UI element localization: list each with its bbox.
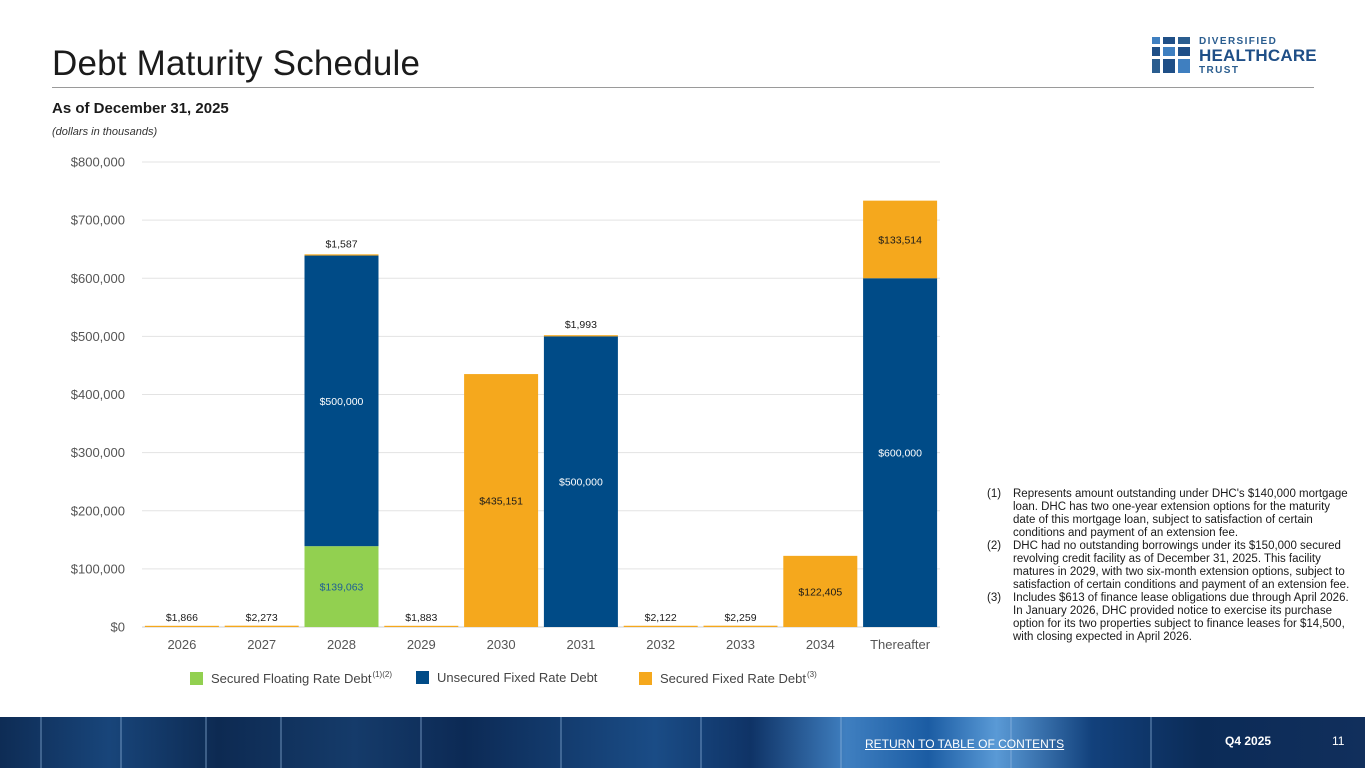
y-tick-label: $500,000 bbox=[71, 329, 125, 344]
footer-bar: RETURN TO TABLE OF CONTENTS Q4 2025 11 bbox=[0, 717, 1365, 768]
bar-secured-floating bbox=[304, 546, 379, 627]
logo-text-diversified: DIVERSIFIED bbox=[1199, 36, 1278, 47]
bar-data-label: $1,883 bbox=[405, 612, 437, 624]
x-tick-label: 2032 bbox=[646, 637, 675, 652]
x-tick-label: 2031 bbox=[566, 637, 595, 652]
bar-data-label: $435,151 bbox=[479, 496, 523, 508]
bar-unsecured-fixed bbox=[543, 336, 618, 627]
x-tick-label: 2026 bbox=[167, 637, 196, 652]
footer-decor-stripe bbox=[700, 717, 702, 768]
legend-label-secured-fixed: Secured Fixed Rate Debt bbox=[660, 671, 806, 686]
bar-secured-fixed bbox=[464, 374, 539, 627]
footnote-number: (2) bbox=[987, 540, 1002, 552]
bar-secured-fixed bbox=[224, 625, 299, 627]
footer-decor-stripe bbox=[40, 717, 42, 768]
footnote-2: (2) DHC had no outstanding borrowings un… bbox=[987, 540, 1353, 592]
bar-unsecured-fixed bbox=[863, 278, 938, 627]
bar-secured-fixed bbox=[783, 555, 858, 627]
quarter-label: Q4 2025 bbox=[1225, 734, 1272, 748]
footer-decor-stripe bbox=[280, 717, 282, 768]
bar-data-label: $1,587 bbox=[325, 238, 357, 250]
footnote-text: DHC had no outstanding borrowings under … bbox=[1013, 540, 1350, 591]
bar-unsecured-fixed bbox=[304, 255, 379, 547]
footer-decor-stripe bbox=[205, 717, 207, 768]
bar-data-label: $133,514 bbox=[878, 235, 922, 247]
bar-data-label: $1,866 bbox=[166, 612, 198, 624]
x-tick-label: 2027 bbox=[247, 637, 276, 652]
legend-label-unsecured-fixed: Unsecured Fixed Rate Debt bbox=[437, 670, 598, 685]
x-tick-label: Thereafter bbox=[870, 637, 931, 652]
footnote-number: (3) bbox=[987, 592, 1002, 604]
legend-swatch-secured-fixed bbox=[639, 672, 652, 685]
bar-data-label: $139,063 bbox=[320, 582, 364, 594]
x-tick-label: 2034 bbox=[806, 637, 835, 652]
bar-data-label: $600,000 bbox=[878, 448, 922, 460]
bar-secured-fixed bbox=[384, 625, 459, 627]
return-to-toc-link[interactable]: RETURN TO TABLE OF CONTENTS bbox=[865, 737, 1065, 751]
bar-data-label: $500,000 bbox=[559, 477, 603, 489]
y-tick-label: $0 bbox=[111, 620, 125, 635]
y-tick-label: $600,000 bbox=[71, 271, 125, 286]
legend-note-ref-secured-fixed: (3) bbox=[806, 670, 817, 679]
footnote-text: Represents amount outstanding under DHC'… bbox=[1013, 488, 1348, 539]
footer-decor-stripe bbox=[560, 717, 562, 768]
footnotes: (1) Represents amount outstanding under … bbox=[987, 488, 1353, 644]
x-tick-label: 2028 bbox=[327, 637, 356, 652]
legend-label-secured-floating: Secured Floating Rate Debt bbox=[211, 671, 372, 686]
bar-secured-fixed bbox=[623, 625, 698, 627]
bar-data-label: $2,259 bbox=[724, 612, 756, 624]
bar-secured-fixed bbox=[543, 335, 618, 337]
bar-secured-fixed bbox=[304, 254, 379, 256]
footer-decor-stripe bbox=[420, 717, 422, 768]
logo-grid-icon bbox=[1152, 37, 1190, 73]
footer-decor-stripe bbox=[1150, 717, 1152, 768]
x-tick-label: 2033 bbox=[726, 637, 755, 652]
y-tick-label: $800,000 bbox=[71, 155, 125, 170]
bar-secured-fixed bbox=[144, 625, 219, 627]
footnote-1: (1) Represents amount outstanding under … bbox=[987, 488, 1353, 540]
y-tick-label: $700,000 bbox=[71, 213, 125, 228]
legend-note-ref-secured-floating: (1)(2) bbox=[372, 670, 392, 679]
footer-decor-stripe bbox=[840, 717, 842, 768]
page-number: 11 bbox=[1332, 734, 1345, 748]
bar-secured-fixed bbox=[863, 200, 938, 279]
y-tick-label: $400,000 bbox=[71, 387, 125, 402]
bar-secured-fixed bbox=[703, 625, 778, 627]
page-subtitle: As of December 31, 2025 bbox=[52, 100, 229, 117]
legend-item-secured-floating: Secured Floating Rate Debt(1)(2) bbox=[190, 670, 392, 686]
footnote-text: Includes $613 of finance lease obligatio… bbox=[1013, 592, 1349, 643]
legend-item-unsecured-fixed: Unsecured Fixed Rate Debt bbox=[416, 670, 597, 685]
logo-text-trust: TRUST bbox=[1199, 65, 1240, 76]
debt-maturity-chart: $0 $100,000 $200,000 $300,000 $400,000 $500,0… bbox=[71, 155, 940, 652]
footer-decor-stripe bbox=[120, 717, 122, 768]
legend-swatch-secured-floating bbox=[190, 672, 203, 685]
footnote-number: (1) bbox=[987, 488, 1002, 500]
title-divider bbox=[52, 87, 1314, 88]
bar-data-label: $2,273 bbox=[246, 612, 278, 624]
footer-decor-stripe bbox=[1010, 717, 1012, 768]
bar-data-label: $2,122 bbox=[645, 612, 677, 624]
y-tick-label: $100,000 bbox=[71, 561, 125, 576]
legend-swatch-unsecured-fixed bbox=[416, 671, 429, 684]
page-title: Debt Maturity Schedule bbox=[52, 44, 421, 83]
bar-data-label: $122,405 bbox=[798, 586, 842, 598]
bar-data-label: $1,993 bbox=[565, 319, 597, 331]
footnote-3: (3) Includes $613 of finance lease oblig… bbox=[987, 592, 1353, 644]
units-note: (dollars in thousands) bbox=[52, 126, 158, 138]
company-logo: DIVERSIFIED HEALTHCARE TRUST bbox=[1150, 36, 1320, 76]
x-tick-label: 2029 bbox=[407, 637, 436, 652]
y-tick-label: $200,000 bbox=[71, 503, 125, 518]
logo-text-healthcare: HEALTHCARE bbox=[1199, 46, 1317, 65]
y-tick-label: $300,000 bbox=[71, 445, 125, 460]
x-tick-label: 2030 bbox=[487, 637, 516, 652]
bar-data-label: $500,000 bbox=[320, 396, 364, 408]
legend-item-secured-fixed: Secured Fixed Rate Debt(3) bbox=[639, 670, 817, 686]
